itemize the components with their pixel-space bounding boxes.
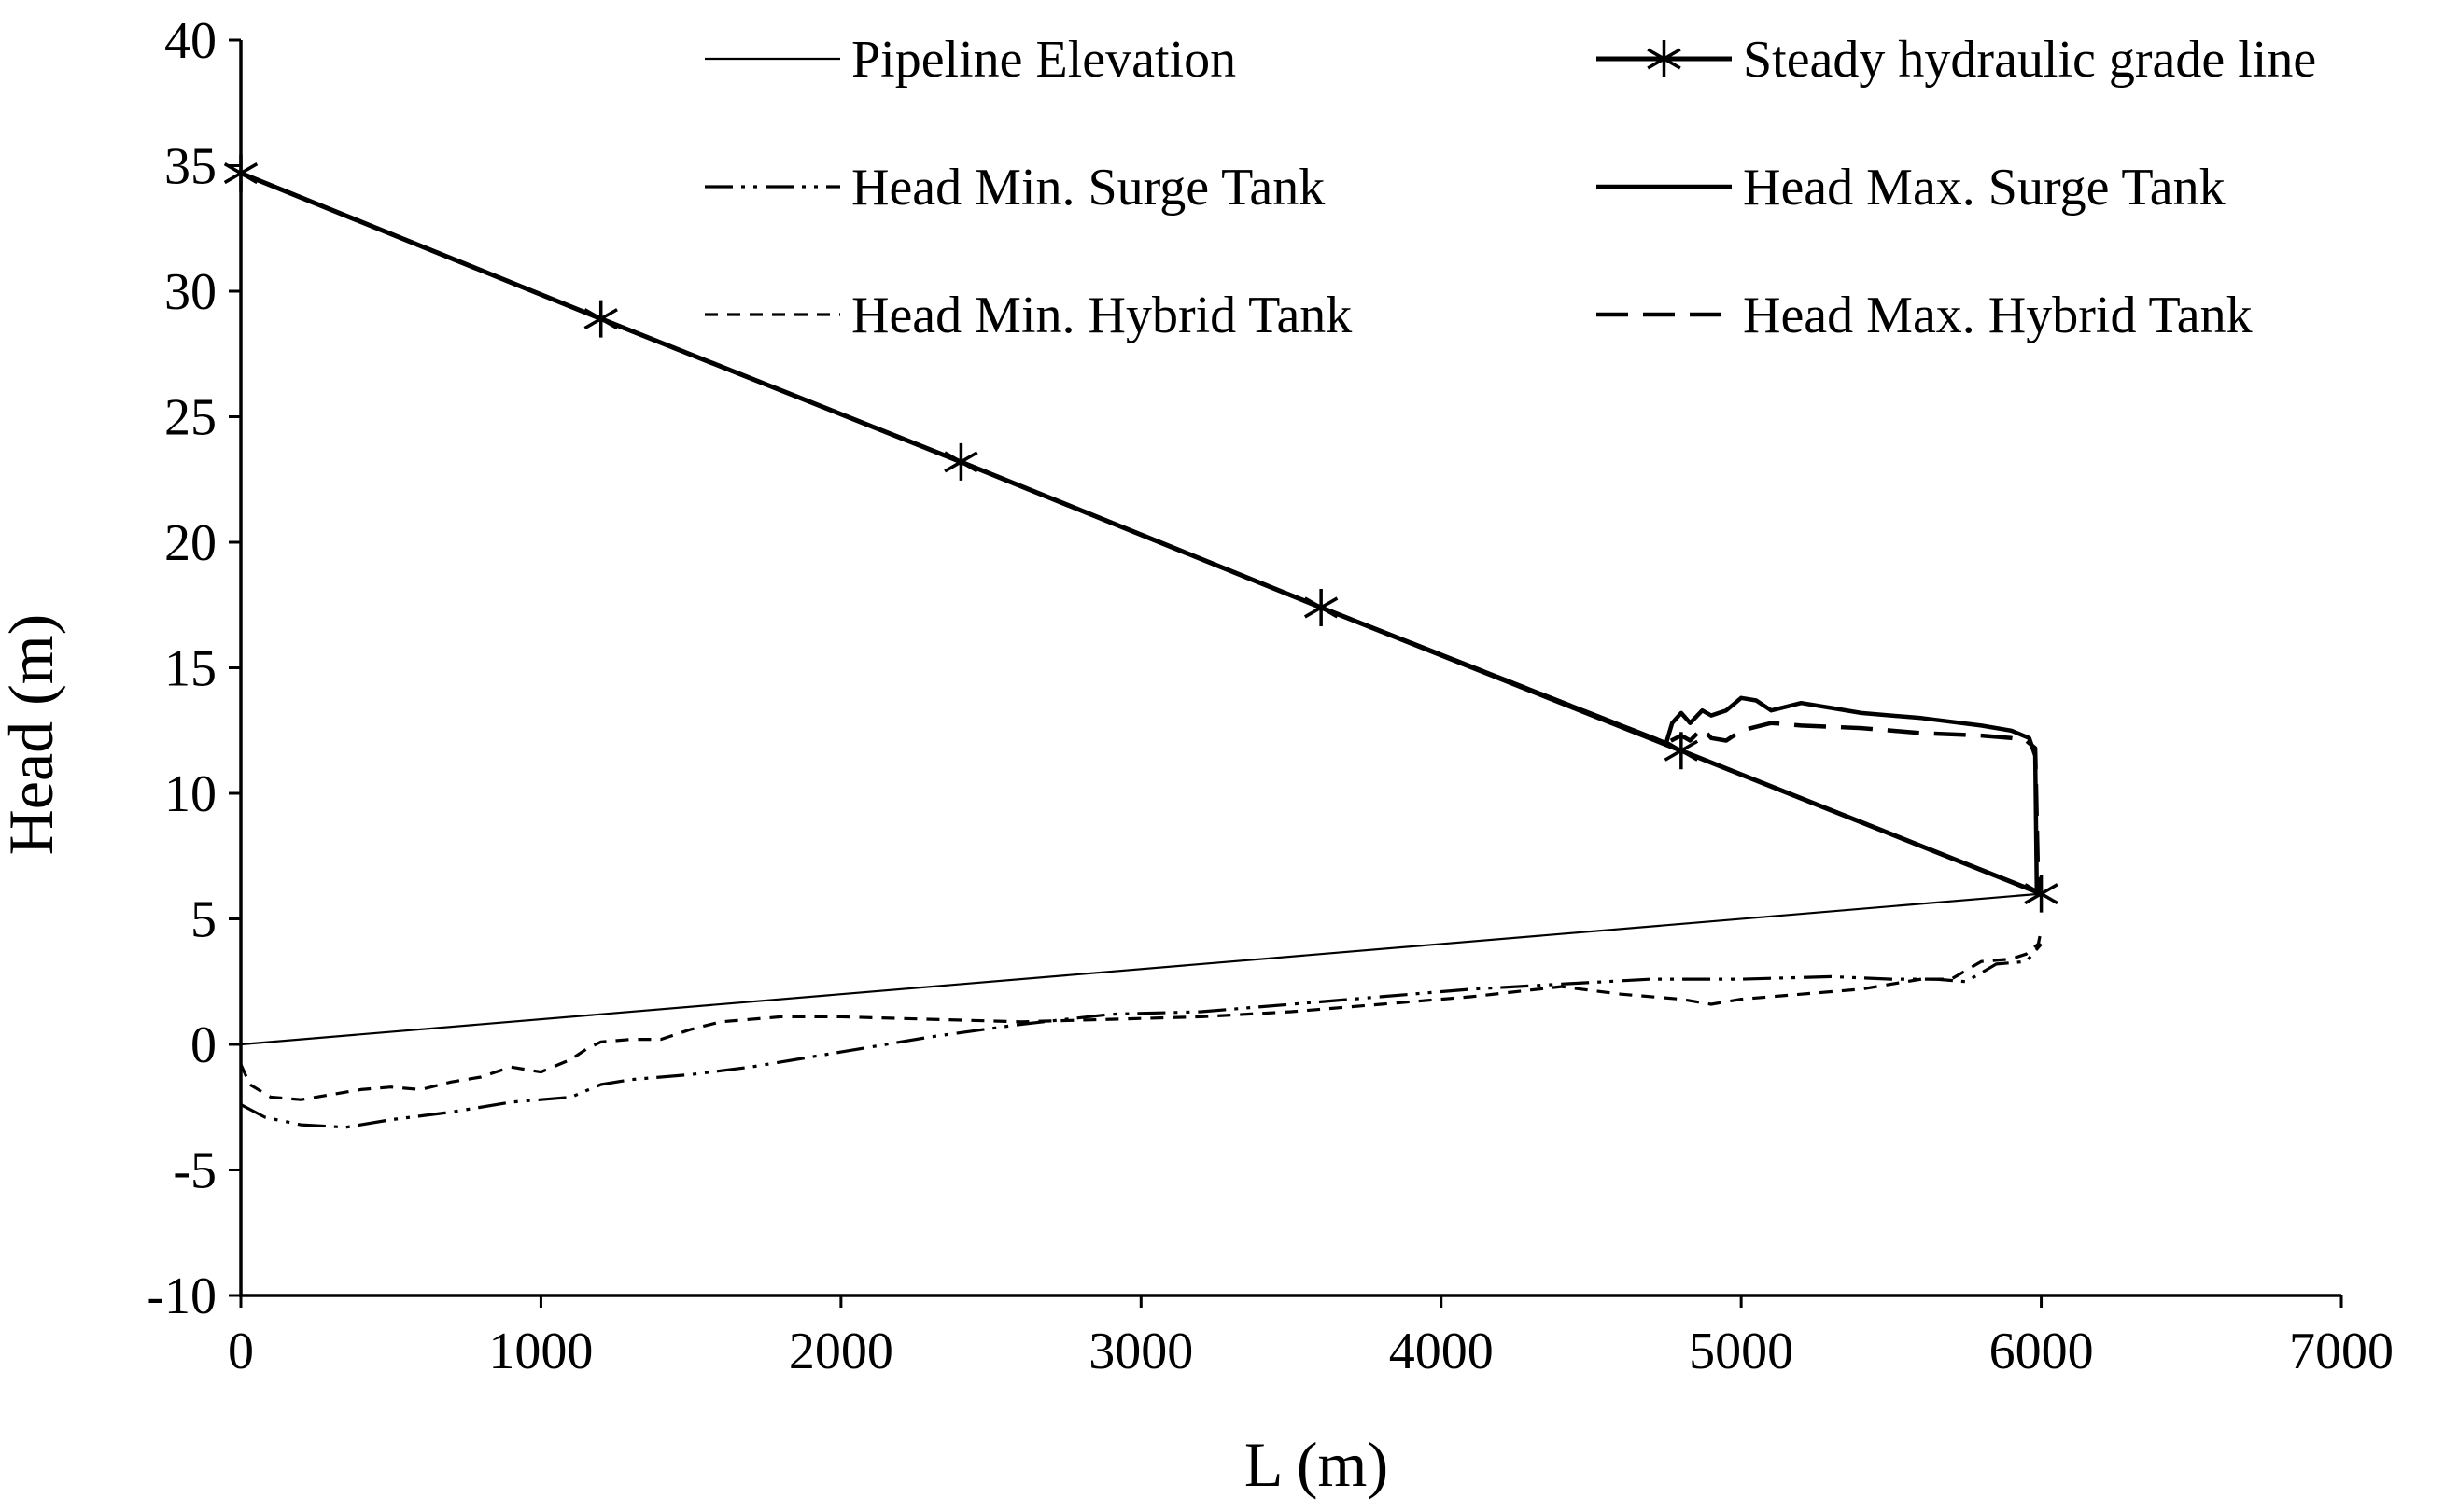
legend-marker — [1647, 40, 1681, 77]
series-line-pipeline-elevation — [240, 892, 2042, 1046]
legend-item-steady-hydraulic-grade-line: Steady hydraulic grade line — [1596, 31, 2316, 89]
series-line-head-max-hybrid-tank — [240, 171, 2044, 895]
y-tick-label: 25 — [164, 389, 217, 447]
x-tick-label: 7000 — [2289, 1323, 2394, 1380]
y-tick-label: -5 — [173, 1142, 217, 1200]
y-tick-label: 40 — [164, 12, 217, 70]
y-tick-label: 10 — [164, 765, 217, 823]
x-tick-label: 3000 — [1089, 1323, 1193, 1380]
x-axis-title: L (m) — [1244, 1429, 1388, 1500]
legend-item-head-min-hybrid-tank: Head Min. Hybrid Tank — [705, 287, 1352, 344]
y-tick-label: 20 — [164, 514, 217, 572]
data-point-marker — [1664, 732, 1699, 770]
y-tick-label: 0 — [190, 1016, 217, 1074]
legend-item-head-max-surge-tank: Head Max. Surge Tank — [1596, 159, 2226, 217]
x-tick-label: 1000 — [488, 1323, 593, 1380]
y-tick-label: 35 — [164, 138, 217, 196]
legend-label: Head Max. Surge Tank — [1743, 159, 2226, 217]
x-tick-label: 5000 — [1689, 1323, 1793, 1380]
legend-label: Pipeline Elevation — [851, 31, 1236, 89]
x-tick-label: 4000 — [1389, 1323, 1494, 1380]
legend-label: Head Max. Hybrid Tank — [1743, 287, 2253, 344]
legend-item-head-max-hybrid-tank: Head Max. Hybrid Tank — [1596, 287, 2253, 344]
legend-label: Steady hydraulic grade line — [1743, 31, 2316, 89]
x-tick-label: 6000 — [1989, 1323, 2094, 1380]
y-tick-label: -10 — [147, 1267, 217, 1325]
series-line-head-min-hybrid-tank — [239, 928, 2044, 1101]
y-tick-label: 5 — [190, 891, 217, 949]
legend: Pipeline Elevation Steady hydraulic grade… — [705, 31, 2316, 344]
legend-item-head-min-surge-tank: Head Min. Surge Tank — [705, 159, 1325, 217]
legend-item-pipeline-elevation: Pipeline Elevation — [705, 31, 1236, 89]
x-tick-label: 2000 — [789, 1323, 893, 1380]
y-axis-title: Head (m) — [0, 614, 66, 856]
legend-label: Head Min. Hybrid Tank — [851, 287, 1352, 344]
series-layer — [223, 154, 2058, 1129]
axes-layer: -10 -5 0 5 10 15 20 25 30 35 40 0 1000 2000 3000 4000 50… — [147, 12, 2394, 1380]
y-tick-label: 30 — [164, 263, 217, 321]
x-tick-label: 0 — [228, 1323, 254, 1380]
legend-label: Head Min. Surge Tank — [851, 159, 1325, 217]
series-line-head-min-surge-tank — [240, 943, 2043, 1129]
y-tick-label: 15 — [164, 640, 217, 698]
